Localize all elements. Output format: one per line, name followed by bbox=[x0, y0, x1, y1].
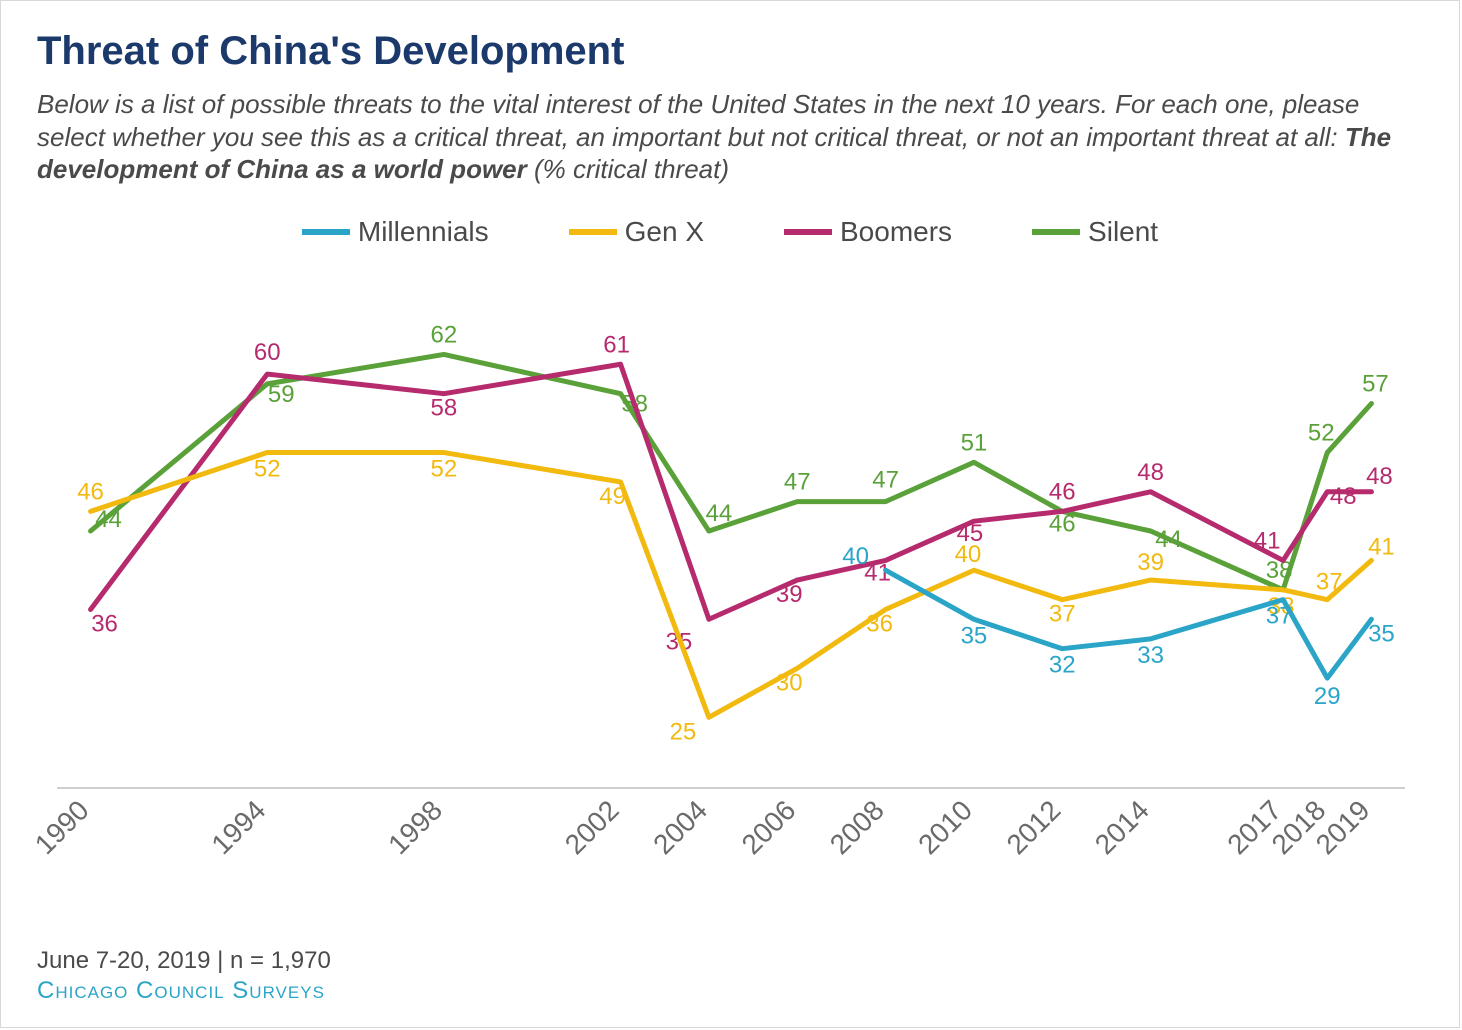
data-label: 60 bbox=[254, 339, 281, 366]
data-label: 48 bbox=[1330, 482, 1357, 509]
data-label: 48 bbox=[1137, 458, 1164, 485]
data-label: 49 bbox=[599, 482, 626, 509]
data-label: 32 bbox=[1049, 651, 1076, 678]
x-tick-label: 2006 bbox=[736, 794, 802, 860]
x-tick-label: 2012 bbox=[1001, 794, 1067, 860]
data-label: 57 bbox=[1362, 370, 1389, 397]
x-tick-label: 2010 bbox=[912, 794, 978, 860]
data-label: 52 bbox=[254, 455, 281, 482]
series-line-gen-x bbox=[91, 452, 1372, 717]
subtitle-prefix: Below is a list of possible threats to t… bbox=[37, 89, 1359, 152]
data-label: 46 bbox=[77, 478, 104, 505]
data-label: 33 bbox=[1137, 641, 1164, 668]
data-label: 39 bbox=[776, 581, 803, 608]
chart-footer: June 7-20, 2019 | n = 1,970 Chicago Coun… bbox=[37, 947, 331, 1005]
x-tick-label: 2019 bbox=[1310, 794, 1376, 860]
data-label: 41 bbox=[1254, 527, 1281, 554]
data-label: 41 bbox=[1368, 533, 1395, 560]
data-label: 52 bbox=[431, 455, 458, 482]
legend-swatch-genx bbox=[569, 229, 617, 235]
plot-area: 1990 1994 1998 2002 2004 2006 2008 2010 2012 2014… bbox=[37, 256, 1423, 876]
x-tick-label: 2014 bbox=[1089, 794, 1155, 860]
x-tick-label: 2004 bbox=[647, 794, 713, 860]
data-label: 47 bbox=[872, 466, 899, 493]
data-label: 30 bbox=[776, 669, 803, 696]
legend-label: Silent bbox=[1088, 216, 1158, 248]
chart-title: Threat of China's Development bbox=[37, 29, 1423, 74]
legend-item-boomers: Boomers bbox=[784, 216, 952, 248]
data-label: 37 bbox=[1049, 600, 1076, 627]
data-label: 58 bbox=[431, 394, 458, 421]
data-label: 51 bbox=[961, 429, 988, 456]
chart-subtitle: Below is a list of possible threats to t… bbox=[37, 88, 1423, 186]
x-tick-label: 2002 bbox=[559, 794, 625, 860]
legend-label: Millennials bbox=[358, 216, 489, 248]
data-label: 37 bbox=[1316, 568, 1343, 595]
data-label: 36 bbox=[866, 610, 893, 637]
data-label: 44 bbox=[706, 500, 733, 527]
legend-item-genx: Gen X bbox=[569, 216, 704, 248]
data-label: 37 bbox=[1266, 602, 1293, 629]
x-tick-label: 1994 bbox=[206, 794, 272, 860]
data-label: 46 bbox=[1049, 478, 1076, 505]
legend-label: Gen X bbox=[625, 216, 704, 248]
data-label: 47 bbox=[784, 468, 811, 495]
data-label: 40 bbox=[955, 541, 982, 568]
data-label: 36 bbox=[91, 610, 118, 637]
line-chart-svg: 1990 1994 1998 2002 2004 2006 2008 2010 2012 2014… bbox=[37, 256, 1425, 876]
data-label: 62 bbox=[431, 321, 458, 348]
data-label: 52 bbox=[1308, 419, 1335, 446]
legend-label: Boomers bbox=[840, 216, 952, 248]
footer-source: Chicago Council Surveys bbox=[37, 977, 331, 1005]
data-label: 29 bbox=[1314, 683, 1341, 710]
data-label: 40 bbox=[842, 543, 869, 570]
data-label: 61 bbox=[603, 331, 630, 358]
chart-container: Threat of China's Development Below is a… bbox=[0, 0, 1460, 1028]
subtitle-suffix: (% critical threat) bbox=[527, 154, 729, 184]
data-label: 48 bbox=[1366, 462, 1393, 489]
data-label: 25 bbox=[670, 718, 697, 745]
data-label: 39 bbox=[1137, 549, 1164, 576]
legend-item-silent: Silent bbox=[1032, 216, 1158, 248]
footer-meta: June 7-20, 2019 | n = 1,970 bbox=[37, 947, 331, 975]
x-tick-label: 1990 bbox=[37, 794, 95, 860]
data-label: 59 bbox=[268, 380, 295, 407]
x-tick-label: 1998 bbox=[382, 794, 448, 860]
legend-item-millennials: Millennials bbox=[302, 216, 489, 248]
data-label: 35 bbox=[1368, 620, 1395, 647]
legend-swatch-millennials bbox=[302, 229, 350, 235]
data-label: 35 bbox=[961, 622, 988, 649]
x-tick-label: 2008 bbox=[824, 794, 890, 860]
chart-legend: Millennials Gen X Boomers Silent bbox=[37, 216, 1423, 248]
legend-swatch-silent bbox=[1032, 229, 1080, 235]
legend-swatch-boomers bbox=[784, 229, 832, 235]
